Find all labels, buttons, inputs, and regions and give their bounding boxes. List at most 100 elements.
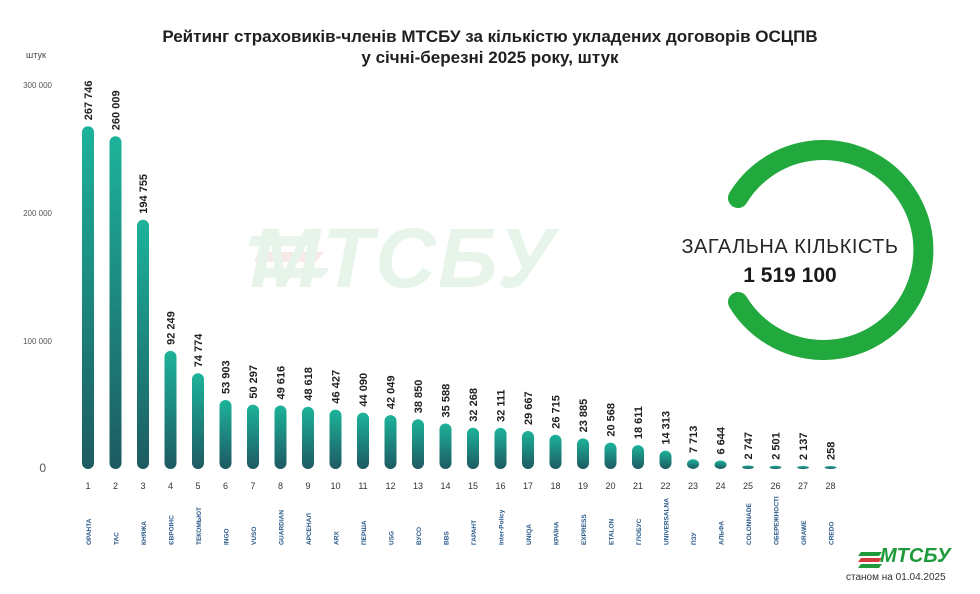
bar [742, 465, 754, 469]
company-logo: ГЛОБУС [636, 518, 643, 545]
company-logo: АЛЬФА [719, 521, 726, 545]
company-logo: ARX [334, 531, 341, 545]
bar [714, 460, 727, 469]
bar [329, 409, 342, 469]
bar [302, 406, 314, 469]
value-label: 49 616 [276, 366, 288, 400]
y-tick-label: 300 000 [23, 81, 52, 90]
bar [82, 126, 94, 469]
bar [824, 466, 837, 469]
x-tick-label: 10 [330, 481, 340, 491]
company-logo: ПЕРША [361, 520, 368, 545]
x-tick-label: 4 [168, 481, 173, 491]
chart-title-line1: Рейтинг страховиків-членів МТСБУ за кіль… [162, 27, 818, 46]
company-logo: VUSO [251, 527, 258, 545]
bar [137, 219, 149, 469]
company-logo: КНЯЖА [141, 521, 148, 545]
value-label: 194 755 [138, 174, 150, 214]
company-logo: COLONNADE [746, 502, 753, 545]
x-tick-label: 15 [468, 481, 478, 491]
value-label: 32 268 [468, 388, 480, 422]
company-logo: Inter-Policy [499, 509, 506, 545]
bar [164, 350, 177, 469]
y-tick-label: 0 [39, 461, 46, 475]
bar [412, 419, 424, 469]
value-label: 14 313 [661, 411, 673, 445]
bar [659, 450, 672, 469]
total-ring-icon [728, 140, 934, 360]
value-label: 46 427 [331, 370, 343, 404]
company-logo: ТАС [114, 532, 121, 545]
value-label: 267 746 [83, 81, 95, 121]
chart-title: Рейтинг страховиків-членів МТСБУ за кіль… [0, 26, 980, 68]
x-tick-label: 17 [523, 481, 533, 491]
value-label: 2 747 [743, 432, 755, 460]
value-label: 48 618 [303, 367, 315, 401]
bar [467, 427, 479, 469]
bar [384, 415, 397, 469]
company-logo: ВУСО [416, 527, 423, 545]
company-logo: UNIQA [526, 524, 533, 545]
company-logo: ОБЕРЕЖНОСТІ [774, 496, 781, 545]
y-tick-label: 200 000 [23, 209, 52, 218]
bar [439, 423, 452, 469]
x-tick-label: 21 [633, 481, 643, 491]
company-logo: КРАЇНА [553, 521, 561, 545]
bar [604, 442, 617, 469]
x-tick-label: 11 [358, 481, 367, 491]
chart-title-line2: у січні-березні 2025 року, штук [361, 48, 619, 67]
x-tick-label: 5 [195, 481, 200, 491]
x-tick-label: 8 [278, 481, 283, 491]
value-label: 18 611 [633, 406, 645, 439]
company-logo: USG [389, 531, 396, 545]
bar [632, 445, 644, 469]
total-value: 1 519 100 [743, 264, 837, 287]
x-tick-label: 16 [495, 481, 505, 491]
value-label: 92 249 [166, 311, 178, 345]
value-label: 23 885 [578, 399, 590, 433]
value-label: 35 588 [441, 384, 453, 418]
value-label: 260 009 [111, 90, 123, 130]
value-label: 44 090 [358, 373, 370, 407]
x-tick-label: 1 [85, 481, 90, 491]
value-label: 20 568 [606, 403, 618, 437]
company-logo: ТЕКОМЬЮТ [196, 507, 203, 545]
bar [192, 373, 204, 469]
watermark-text: МТСБУ [250, 211, 557, 305]
value-label: 2 501 [771, 432, 783, 460]
bar [219, 400, 232, 469]
x-tick-label: 3 [140, 481, 145, 491]
brand-logo-icon [858, 552, 882, 568]
bar [109, 136, 122, 469]
brand-name: МТСБУ [880, 545, 951, 567]
x-tick-label: 12 [385, 481, 395, 491]
x-tick-label: 26 [770, 481, 780, 491]
x-tick-label: 28 [825, 481, 835, 491]
company-logo: GRAWE [801, 520, 808, 545]
value-label: 258 [826, 442, 838, 460]
bar [769, 465, 782, 469]
x-tick-label: 9 [305, 481, 310, 491]
company-logo: ОРАНТА [86, 518, 93, 545]
as-of-date: станом на 01.04.2025 [846, 572, 946, 583]
company-logo: UNIVERSALNA [664, 498, 671, 545]
y-tick-label: 100 000 [23, 337, 52, 346]
company-logo: GUARDIAN [279, 510, 286, 545]
value-label: 26 715 [551, 395, 563, 429]
unit-label: штук [26, 50, 46, 60]
value-label: 29 667 [523, 391, 535, 425]
x-tick-label: 25 [743, 481, 753, 491]
x-tick-label: 14 [440, 481, 450, 491]
x-tick-label: 2 [113, 481, 118, 491]
value-label: 6 644 [716, 426, 728, 454]
company-logo: ETALON [609, 518, 616, 545]
company-logo: ЄВРОІНС [169, 515, 176, 545]
value-label: 53 903 [221, 360, 233, 394]
x-tick-label: 18 [550, 481, 560, 491]
x-tick-label: 27 [798, 481, 808, 491]
watermark-stripes-icon [248, 236, 328, 278]
x-tick-label: 6 [223, 481, 228, 491]
company-logo: BBS [444, 531, 451, 545]
x-tick-label: 20 [605, 481, 615, 491]
